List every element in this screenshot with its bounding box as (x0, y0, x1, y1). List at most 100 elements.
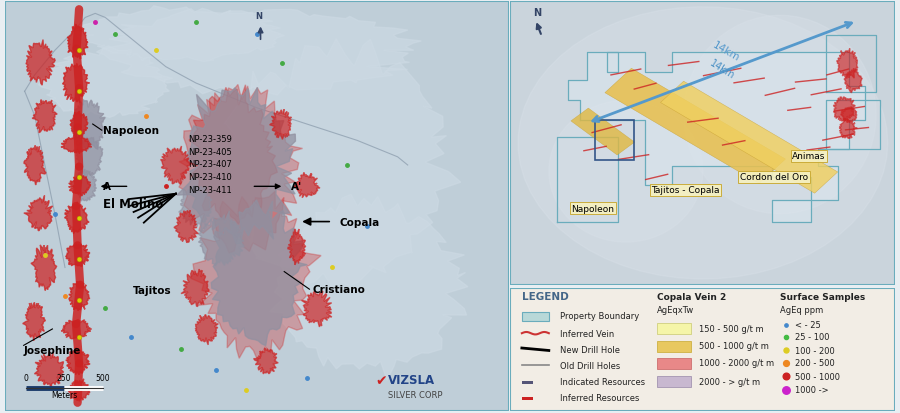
Text: El Molino: El Molino (103, 198, 163, 211)
Polygon shape (191, 192, 321, 361)
FancyBboxPatch shape (657, 377, 691, 387)
Text: Napoleon: Napoleon (103, 126, 158, 136)
Polygon shape (23, 196, 52, 231)
Text: NP-23-405: NP-23-405 (188, 147, 232, 156)
Polygon shape (68, 281, 90, 311)
Text: Cristiano: Cristiano (313, 285, 365, 294)
Polygon shape (837, 49, 858, 79)
Text: 25 - 100: 25 - 100 (796, 332, 830, 342)
Text: Copala: Copala (339, 217, 380, 227)
Text: 500 - 1000 g/t m: 500 - 1000 g/t m (699, 341, 769, 350)
Text: 500 - 1000: 500 - 1000 (796, 372, 841, 381)
Text: 14km: 14km (711, 40, 742, 64)
Polygon shape (254, 348, 278, 374)
Polygon shape (212, 200, 307, 346)
Polygon shape (219, 40, 461, 288)
Polygon shape (288, 230, 306, 265)
Polygon shape (70, 112, 88, 138)
Polygon shape (293, 173, 320, 198)
Polygon shape (270, 110, 292, 140)
Polygon shape (66, 348, 90, 375)
Polygon shape (32, 100, 58, 133)
Text: NP-23-410: NP-23-410 (188, 173, 232, 182)
Text: Old Drill Holes: Old Drill Holes (561, 361, 621, 370)
Polygon shape (63, 64, 89, 103)
Text: NP-23-411: NP-23-411 (188, 185, 232, 194)
Text: N: N (533, 8, 541, 18)
Polygon shape (74, 7, 284, 62)
Text: Meters: Meters (50, 389, 77, 399)
Polygon shape (844, 69, 862, 93)
Polygon shape (76, 138, 103, 178)
FancyBboxPatch shape (522, 397, 533, 401)
Polygon shape (68, 176, 91, 197)
Text: 100 - 200: 100 - 200 (796, 346, 835, 355)
Text: 14km: 14km (708, 59, 736, 81)
Polygon shape (661, 82, 838, 194)
Text: NP-23-407: NP-23-407 (188, 160, 232, 169)
Polygon shape (61, 137, 92, 154)
Text: ✔: ✔ (375, 373, 387, 387)
Polygon shape (68, 25, 88, 59)
Text: Animas: Animas (792, 152, 825, 161)
Polygon shape (840, 119, 858, 139)
Polygon shape (270, 195, 468, 380)
Text: 150 - 500 g/t m: 150 - 500 g/t m (699, 324, 764, 333)
Polygon shape (518, 8, 887, 279)
Polygon shape (66, 244, 90, 267)
Polygon shape (186, 85, 277, 225)
Text: AgEqxTw: AgEqxTw (657, 306, 694, 314)
Polygon shape (833, 98, 855, 121)
Polygon shape (684, 16, 877, 214)
FancyBboxPatch shape (657, 341, 691, 352)
Polygon shape (174, 211, 198, 243)
Text: Inferred Vein: Inferred Vein (561, 329, 615, 338)
Polygon shape (96, 10, 421, 96)
Polygon shape (160, 147, 192, 185)
Text: A: A (103, 182, 111, 192)
Polygon shape (302, 292, 332, 327)
Polygon shape (181, 269, 209, 307)
Text: Copala Vein 2: Copala Vein 2 (657, 292, 726, 301)
Text: LEGEND: LEGEND (522, 291, 569, 301)
FancyBboxPatch shape (522, 381, 533, 385)
Polygon shape (71, 100, 105, 150)
Polygon shape (68, 379, 90, 401)
FancyBboxPatch shape (522, 313, 549, 321)
Polygon shape (179, 186, 212, 227)
Text: 1000 - 2000 g/t m: 1000 - 2000 g/t m (699, 358, 774, 368)
Text: 2000 - > g/t m: 2000 - > g/t m (699, 377, 760, 386)
Text: 1000 ->: 1000 -> (796, 385, 829, 394)
Polygon shape (179, 85, 302, 254)
Polygon shape (549, 101, 703, 242)
Text: Property Boundary: Property Boundary (561, 312, 640, 320)
Text: New Drill Hole: New Drill Hole (561, 345, 620, 354)
Polygon shape (605, 69, 786, 184)
Text: 250: 250 (57, 373, 71, 382)
Polygon shape (73, 170, 96, 202)
Bar (595, 121, 634, 161)
Text: 200 - 500: 200 - 500 (796, 358, 835, 368)
Text: Napoleon: Napoleon (572, 204, 615, 213)
Text: Josephine: Josephine (23, 345, 81, 356)
Polygon shape (841, 108, 857, 123)
Polygon shape (26, 40, 55, 86)
Text: Cordon del Oro: Cordon del Oro (740, 173, 808, 182)
Text: VIZSLA: VIZSLA (388, 373, 435, 386)
Polygon shape (177, 88, 295, 244)
Text: SILVER CORP: SILVER CORP (388, 389, 442, 399)
Polygon shape (31, 245, 57, 291)
Polygon shape (195, 315, 219, 345)
Text: < - 25: < - 25 (796, 320, 821, 329)
Text: AgEq ppm: AgEq ppm (780, 306, 824, 314)
Text: Inferred Resources: Inferred Resources (561, 393, 640, 402)
Polygon shape (24, 146, 46, 185)
Polygon shape (61, 320, 92, 339)
Polygon shape (37, 47, 173, 118)
Polygon shape (65, 202, 89, 234)
Text: NP-23-359: NP-23-359 (188, 135, 232, 144)
FancyBboxPatch shape (657, 358, 691, 369)
Text: N: N (256, 12, 263, 21)
Polygon shape (568, 53, 865, 223)
Text: Tajitos: Tajitos (133, 285, 172, 295)
